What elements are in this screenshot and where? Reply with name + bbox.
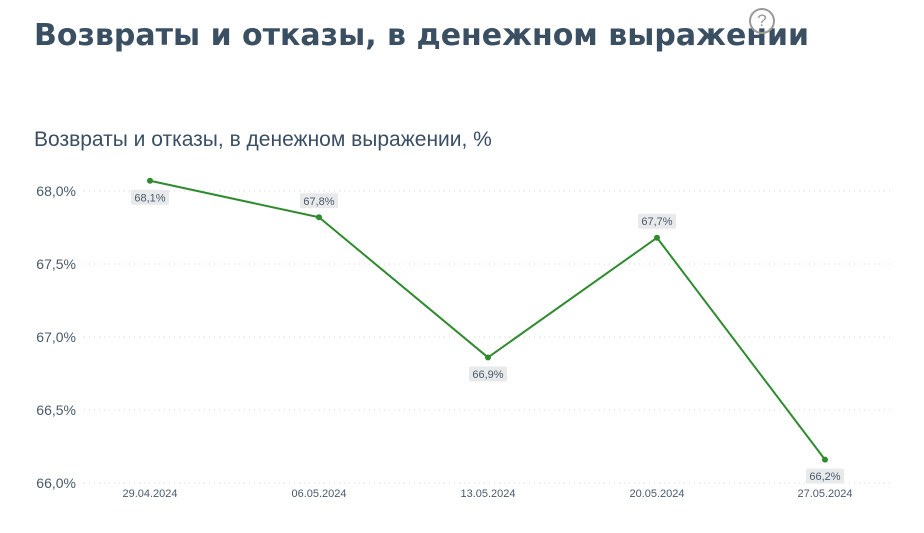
page-title: Возвраты и отказы, в денежном выражении — [34, 18, 810, 53]
data-label-bg — [806, 468, 844, 484]
data-point[interactable] — [822, 456, 828, 463]
data-point[interactable] — [147, 177, 153, 184]
help-question-icon[interactable]: ? — [749, 8, 775, 34]
data-label-bg — [638, 213, 676, 229]
chart-title: Возвраты и отказы, в денежном выражении,… — [34, 128, 492, 151]
x-axis: 29.04.2024 06.05.2024 13.05.2024 20.05.2024… — [122, 488, 852, 500]
x-tick-label: 29.04.2024 — [122, 488, 177, 500]
y-tick-label: 66,5% — [36, 402, 76, 418]
y-tick-label: 66,0% — [36, 475, 76, 491]
x-tick-label: 06.05.2024 — [291, 488, 346, 500]
data-label: 66,2% — [809, 471, 840, 483]
data-label-bg — [300, 193, 338, 209]
data-label-bg — [469, 366, 507, 382]
data-label: 67,8% — [303, 196, 334, 208]
y-axis: 68,0% 67,5% 67,0% 66,5% 66,0% — [36, 183, 76, 491]
data-label: 66,9% — [472, 369, 503, 381]
y-tick-label: 68,0% — [36, 183, 76, 199]
x-tick-label: 27.05.2024 — [797, 488, 852, 500]
data-label: 67,7% — [641, 216, 672, 228]
data-label: 68,1% — [134, 192, 165, 204]
x-tick-label: 20.05.2024 — [629, 488, 684, 500]
data-label-bg — [131, 189, 169, 205]
data-labels: 68,1% 67,8% 66,9% 67,7% 66,2% — [131, 189, 844, 484]
grid-lines — [84, 190, 892, 484]
y-tick-label: 67,0% — [36, 329, 76, 345]
y-tick-label: 67,5% — [36, 256, 76, 272]
data-series — [147, 177, 828, 463]
data-point[interactable] — [654, 234, 660, 241]
data-point[interactable] — [316, 214, 322, 221]
data-point[interactable] — [485, 354, 491, 361]
series-line — [149, 179, 826, 461]
x-tick-label: 13.05.2024 — [460, 488, 515, 500]
